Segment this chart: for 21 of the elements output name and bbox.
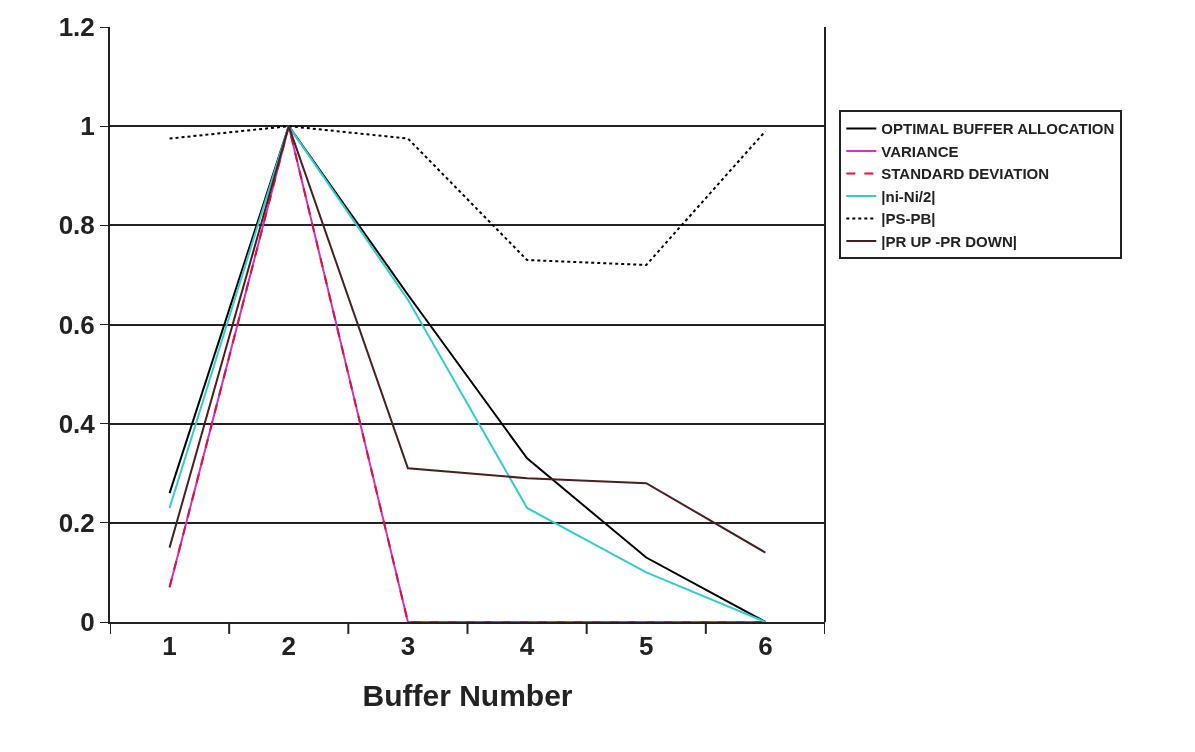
y-tick-label: 0.2 — [58, 507, 95, 538]
y-tick-label: 1.2 — [58, 12, 95, 43]
x-tick-label: 5 — [639, 631, 654, 662]
line-series — [168, 125, 767, 266]
y-tick-label: 0 — [80, 607, 95, 638]
legend-label: |ni-Ni/2| — [881, 187, 936, 205]
y-tick-label: 0.4 — [58, 408, 96, 439]
x-axis-title: Buffer Number — [362, 679, 573, 713]
x-tick-label: 2 — [281, 631, 296, 662]
legend-label: OPTIMAL BUFFER ALLOCATION — [881, 120, 1115, 138]
x-tick-label: 4 — [519, 631, 535, 662]
y-tick-label: 0.6 — [58, 309, 95, 340]
x-tick-label: 3 — [400, 631, 416, 662]
legend-label: STANDARD DEVIATION — [881, 165, 1050, 183]
x-tick-label: 1 — [162, 631, 177, 662]
y-tick-label: 0.8 — [58, 210, 95, 241]
x-tick-label: 6 — [758, 631, 773, 662]
legend-label: |PS-PB| — [881, 210, 936, 228]
y-tick-label: 1 — [80, 111, 95, 142]
legend-label: VARIANCE — [881, 142, 959, 160]
legend-label: |PR UP -PR DOWN| — [881, 232, 1017, 250]
